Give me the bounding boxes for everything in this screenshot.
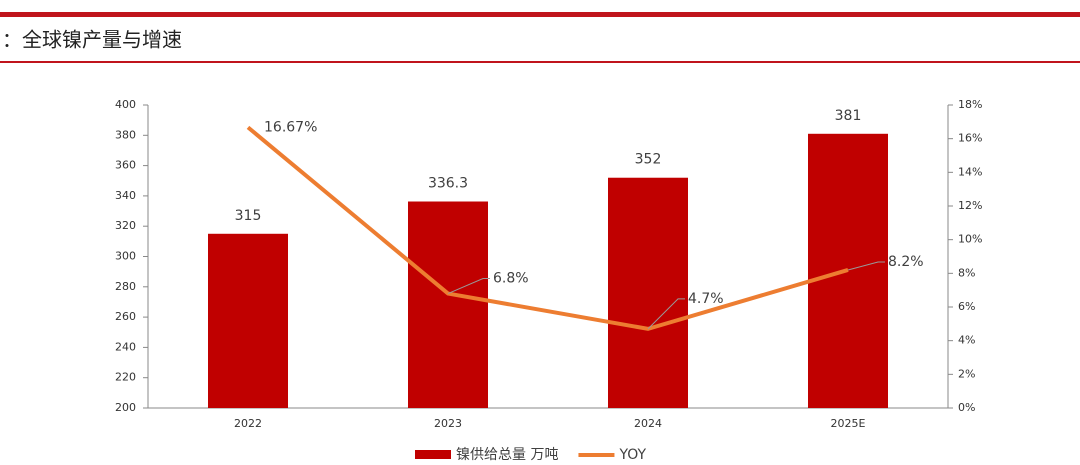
legend-label: YOY bbox=[618, 447, 646, 463]
y2-tick-label: 12% bbox=[958, 199, 982, 212]
page-title: ：全球镍产量与增速 bbox=[2, 28, 182, 52]
line-value-label: 4.7% bbox=[688, 291, 724, 307]
line-value-label: 16.67% bbox=[264, 119, 317, 135]
bar bbox=[408, 201, 488, 408]
y2-tick-label: 2% bbox=[958, 367, 975, 380]
bar-value-label: 381 bbox=[835, 108, 862, 124]
bar-value-label: 336.3 bbox=[428, 176, 468, 192]
line-value-label: 8.2% bbox=[888, 254, 924, 270]
y2-tick-label: 10% bbox=[958, 233, 982, 246]
y2-tick-label: 4% bbox=[958, 334, 975, 347]
y2-tick-label: 0% bbox=[958, 401, 975, 414]
bar bbox=[608, 177, 688, 408]
y-tick-label: 360 bbox=[115, 159, 136, 172]
legend-label: 镍供给总量 万吨 bbox=[456, 447, 558, 463]
leader-line bbox=[447, 278, 490, 294]
y-tick-label: 300 bbox=[115, 250, 136, 263]
y2-tick-label: 6% bbox=[958, 300, 975, 313]
line-value-label: 6.8% bbox=[493, 271, 529, 287]
y-tick-label: 380 bbox=[115, 128, 136, 141]
y2-tick-label: 18% bbox=[958, 98, 982, 111]
line bbox=[246, 125, 849, 331]
x-tick-label: 2023 bbox=[434, 417, 462, 430]
bar bbox=[208, 233, 288, 408]
top-rule bbox=[0, 12, 1080, 17]
y2-tick-label: 14% bbox=[958, 165, 982, 178]
x-tick-label: 2022 bbox=[234, 417, 262, 430]
leader-line bbox=[847, 261, 885, 271]
leader-line bbox=[647, 298, 685, 330]
y-tick-label: 340 bbox=[115, 189, 136, 202]
y-tick-label: 260 bbox=[115, 310, 136, 323]
x-tick-label: 2025E bbox=[831, 417, 866, 430]
y-tick-label: 220 bbox=[115, 371, 136, 384]
y-tick-label: 240 bbox=[115, 340, 136, 353]
y-tick-label: 320 bbox=[115, 219, 136, 232]
y-tick-label: 200 bbox=[115, 401, 136, 414]
x-tick-label: 2024 bbox=[634, 417, 662, 430]
y-tick-label: 280 bbox=[115, 280, 136, 293]
bar-value-label: 352 bbox=[635, 152, 662, 168]
y2-tick-label: 16% bbox=[958, 132, 982, 145]
y2-tick-label: 8% bbox=[958, 266, 975, 279]
title-rule bbox=[0, 61, 1080, 63]
bar-value-label: 315 bbox=[235, 208, 262, 224]
y-tick-label: 400 bbox=[115, 98, 136, 111]
legend-swatch bbox=[415, 450, 451, 459]
